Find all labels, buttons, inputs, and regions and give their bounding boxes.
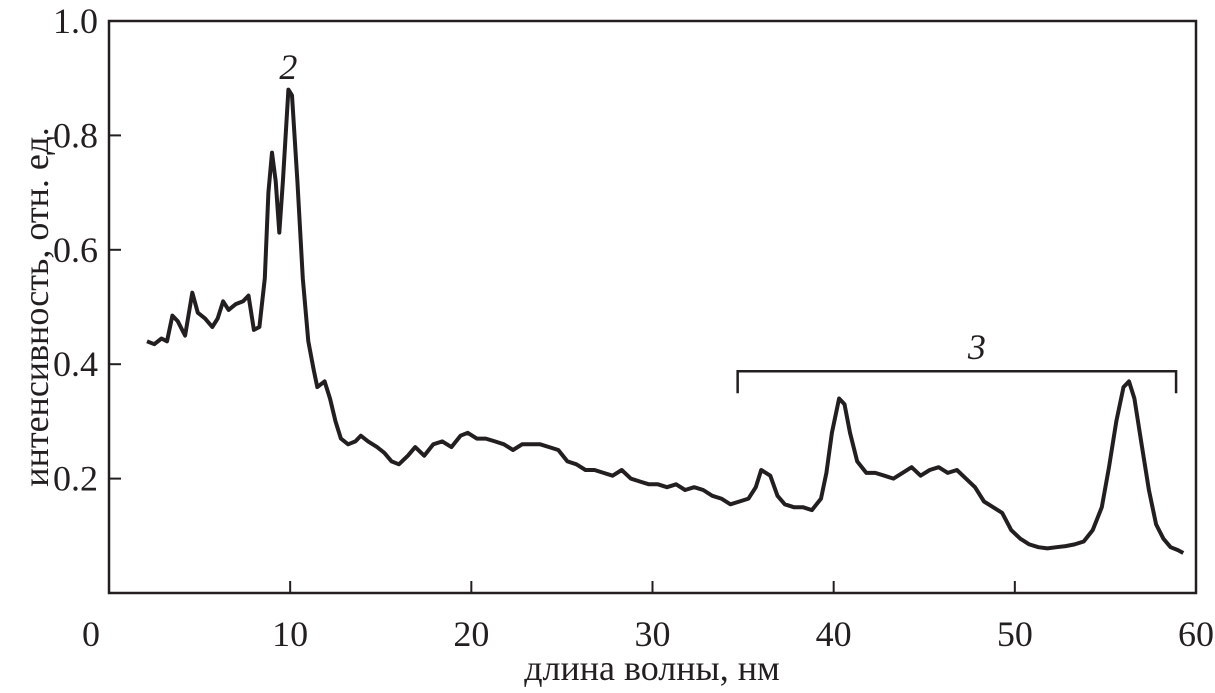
annotation-3: 3 bbox=[967, 327, 986, 367]
y-tick-label: 1.0 bbox=[53, 1, 98, 41]
x-tick-label: 0 bbox=[82, 614, 100, 654]
x-axis-label: длина волны, нм bbox=[524, 648, 780, 688]
y-axis-label: интенсивность, отн. ед. bbox=[16, 127, 56, 486]
annotation-2: 2 bbox=[279, 47, 297, 87]
plot-frame bbox=[107, 19, 1198, 595]
x-tick-label: 50 bbox=[997, 614, 1033, 654]
y-tick-label: 0.2 bbox=[53, 459, 98, 499]
x-tick-label: 20 bbox=[453, 614, 489, 654]
x-tick-label: 60 bbox=[1178, 614, 1214, 654]
series-line bbox=[146, 87, 1185, 555]
x-tick-label: 30 bbox=[635, 614, 671, 654]
y-tick-label: 0.4 bbox=[53, 344, 98, 384]
annotation-bracket-3 bbox=[736, 369, 1178, 394]
x-tick-label: 10 bbox=[272, 614, 308, 654]
x-tick-label: 40 bbox=[816, 614, 852, 654]
y-tick-label: 0.6 bbox=[53, 230, 98, 270]
y-tick-label: 0.8 bbox=[53, 115, 98, 155]
